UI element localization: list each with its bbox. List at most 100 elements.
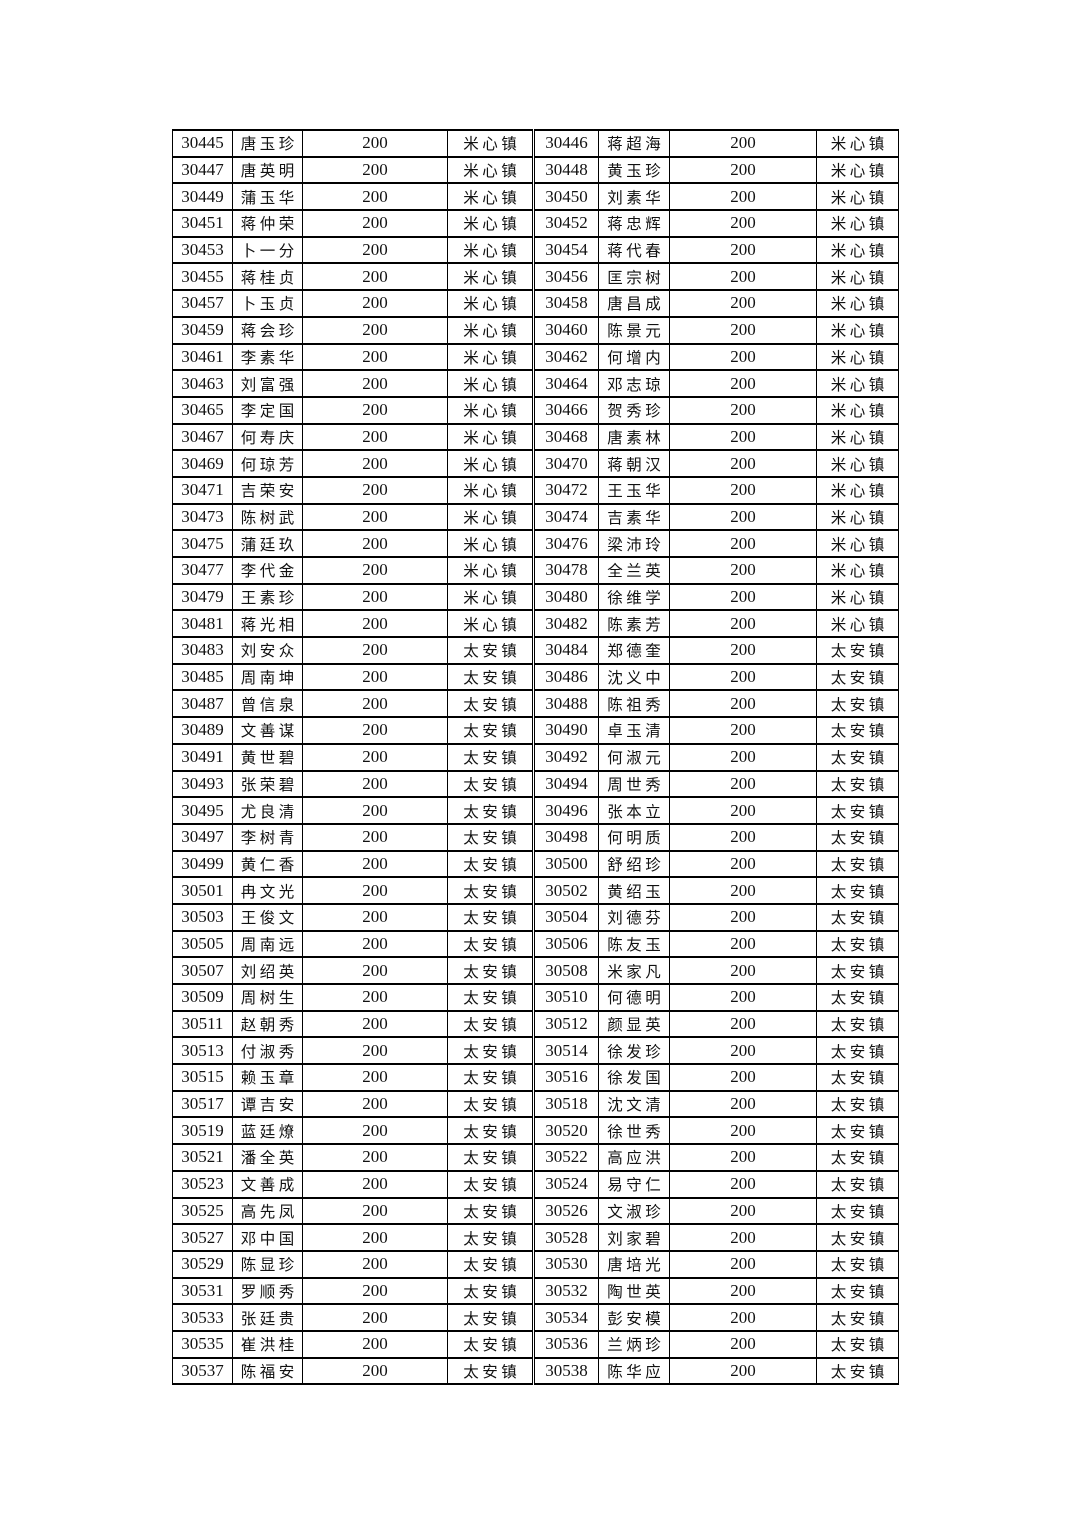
cell-amount: 200 xyxy=(302,395,448,425)
cell-name: 文淑珍 xyxy=(598,1196,670,1226)
cell-name: 全兰英 xyxy=(598,556,670,585)
cell-town: 太安镇 xyxy=(447,1116,533,1146)
table-row: 30478 全兰英 200 米心镇 xyxy=(534,556,899,585)
table-row: 30506 陈友玉 200 太安镇 xyxy=(534,929,899,959)
cell-town: 米心镇 xyxy=(447,289,533,318)
cell-name: 付淑秀 xyxy=(232,1036,303,1066)
table-row: 30482 陈素芳 200 米心镇 xyxy=(534,609,899,639)
cell-town: 太安镇 xyxy=(816,849,899,879)
table-row: 30493 张荣碧 200 太安镇 xyxy=(172,769,533,799)
cell-amount: 200 xyxy=(669,209,817,238)
cell-serial: 30538 xyxy=(534,1356,599,1386)
cell-serial: 30515 xyxy=(172,1063,233,1092)
cell-serial: 30468 xyxy=(534,422,599,452)
table-row: 30451 蒋仲荣 200 米心镇 xyxy=(172,209,533,238)
cell-town: 太安镇 xyxy=(816,636,899,665)
table-row: 30494 周世秀 200 太安镇 xyxy=(534,769,899,799)
cell-name: 陈景元 xyxy=(598,315,670,345)
cell-amount: 200 xyxy=(302,689,448,719)
table-row: 30523 文善成 200 太安镇 xyxy=(172,1169,533,1199)
cell-name: 蒋代春 xyxy=(598,235,670,265)
cell-amount: 200 xyxy=(302,769,448,799)
cell-serial: 30533 xyxy=(172,1303,233,1332)
cell-serial: 30511 xyxy=(172,1009,233,1039)
cell-town: 太安镇 xyxy=(447,1169,533,1199)
cell-name: 赵朝秀 xyxy=(232,1009,303,1039)
cell-amount: 200 xyxy=(302,209,448,238)
cell-amount: 200 xyxy=(302,1116,448,1146)
cell-amount: 200 xyxy=(302,1089,448,1119)
cell-town: 太安镇 xyxy=(816,929,899,959)
cell-town: 太安镇 xyxy=(447,1009,533,1039)
cell-serial: 30497 xyxy=(172,822,233,852)
cell-name: 冉文光 xyxy=(232,876,303,905)
cell-amount: 200 xyxy=(302,289,448,318)
cell-town: 太安镇 xyxy=(816,796,899,825)
cell-amount: 200 xyxy=(669,1036,817,1066)
cell-serial: 30451 xyxy=(172,209,233,238)
table-row: 30491 黄世碧 200 太安镇 xyxy=(172,742,533,772)
cell-town: 太安镇 xyxy=(447,662,533,692)
cell-name: 唐玉珍 xyxy=(232,129,303,158)
cell-serial: 30503 xyxy=(172,902,233,932)
table-row: 30481 蒋光相 200 米心镇 xyxy=(172,609,533,639)
cell-serial: 30460 xyxy=(534,315,599,345)
cell-amount: 200 xyxy=(302,182,448,212)
cell-amount: 200 xyxy=(302,609,448,639)
cell-town: 太安镇 xyxy=(447,636,533,665)
cell-name: 陈显珍 xyxy=(232,1249,303,1279)
cell-amount: 200 xyxy=(669,1143,817,1172)
cell-name: 高应洪 xyxy=(598,1143,670,1172)
cell-serial: 30512 xyxy=(534,1009,599,1039)
table-row: 30507 刘绍英 200 太安镇 xyxy=(172,956,533,985)
cell-serial: 30522 xyxy=(534,1143,599,1172)
cell-serial: 30529 xyxy=(172,1249,233,1279)
cell-amount: 200 xyxy=(669,582,817,612)
cell-amount: 200 xyxy=(669,1009,817,1039)
table-row: 30531 罗顺秀 200 太安镇 xyxy=(172,1276,533,1306)
cell-serial: 30453 xyxy=(172,235,233,265)
cell-town: 米心镇 xyxy=(447,342,533,372)
cell-amount: 200 xyxy=(669,422,817,452)
cell-name: 吉荣安 xyxy=(232,475,303,505)
table-row: 30517 谭吉安 200 太安镇 xyxy=(172,1089,533,1119)
cell-amount: 200 xyxy=(669,449,817,478)
cell-amount: 200 xyxy=(669,529,817,558)
cell-amount: 200 xyxy=(669,342,817,372)
cell-name: 唐素林 xyxy=(598,422,670,452)
cell-amount: 200 xyxy=(302,1329,448,1359)
table-row: 30534 彭安模 200 太安镇 xyxy=(534,1303,899,1332)
table-row: 30485 周南坤 200 太安镇 xyxy=(172,662,533,692)
cell-serial: 30478 xyxy=(534,556,599,585)
cell-town: 米心镇 xyxy=(447,609,533,639)
cell-name: 陈华应 xyxy=(598,1356,670,1386)
cell-serial: 30466 xyxy=(534,395,599,425)
cell-town: 太安镇 xyxy=(816,1036,899,1066)
cell-name: 唐培光 xyxy=(598,1249,670,1279)
cell-serial: 30528 xyxy=(534,1223,599,1252)
cell-town: 太安镇 xyxy=(447,1036,533,1066)
cell-amount: 200 xyxy=(669,502,817,532)
cell-serial: 30454 xyxy=(534,235,599,265)
table-row: 30522 高应洪 200 太安镇 xyxy=(534,1143,899,1172)
cell-serial: 30494 xyxy=(534,769,599,799)
cell-name: 刘家碧 xyxy=(598,1223,670,1252)
cell-town: 米心镇 xyxy=(447,129,533,158)
cell-amount: 200 xyxy=(669,849,817,879)
cell-name: 颜显英 xyxy=(598,1009,670,1039)
cell-amount: 200 xyxy=(669,1303,817,1332)
cell-name: 何增内 xyxy=(598,342,670,372)
cell-serial: 30485 xyxy=(172,662,233,692)
cell-name: 黄绍玉 xyxy=(598,876,670,905)
cell-name: 文善谋 xyxy=(232,716,303,745)
subsidy-table-area: 30445 唐玉珍 200 米心镇 30447 唐英明 200 米心镇 30449 蒲玉华 200 米… xyxy=(172,129,899,1386)
cell-name: 吉素华 xyxy=(598,502,670,532)
table-row: 30487 曾信泉 200 太安镇 xyxy=(172,689,533,719)
cell-name: 谭吉安 xyxy=(232,1089,303,1119)
table-row: 30496 张本立 200 太安镇 xyxy=(534,796,899,825)
cell-amount: 200 xyxy=(669,689,817,719)
cell-amount: 200 xyxy=(669,1089,817,1119)
table-row: 30462 何增内 200 米心镇 xyxy=(534,342,899,372)
cell-town: 米心镇 xyxy=(816,475,899,505)
